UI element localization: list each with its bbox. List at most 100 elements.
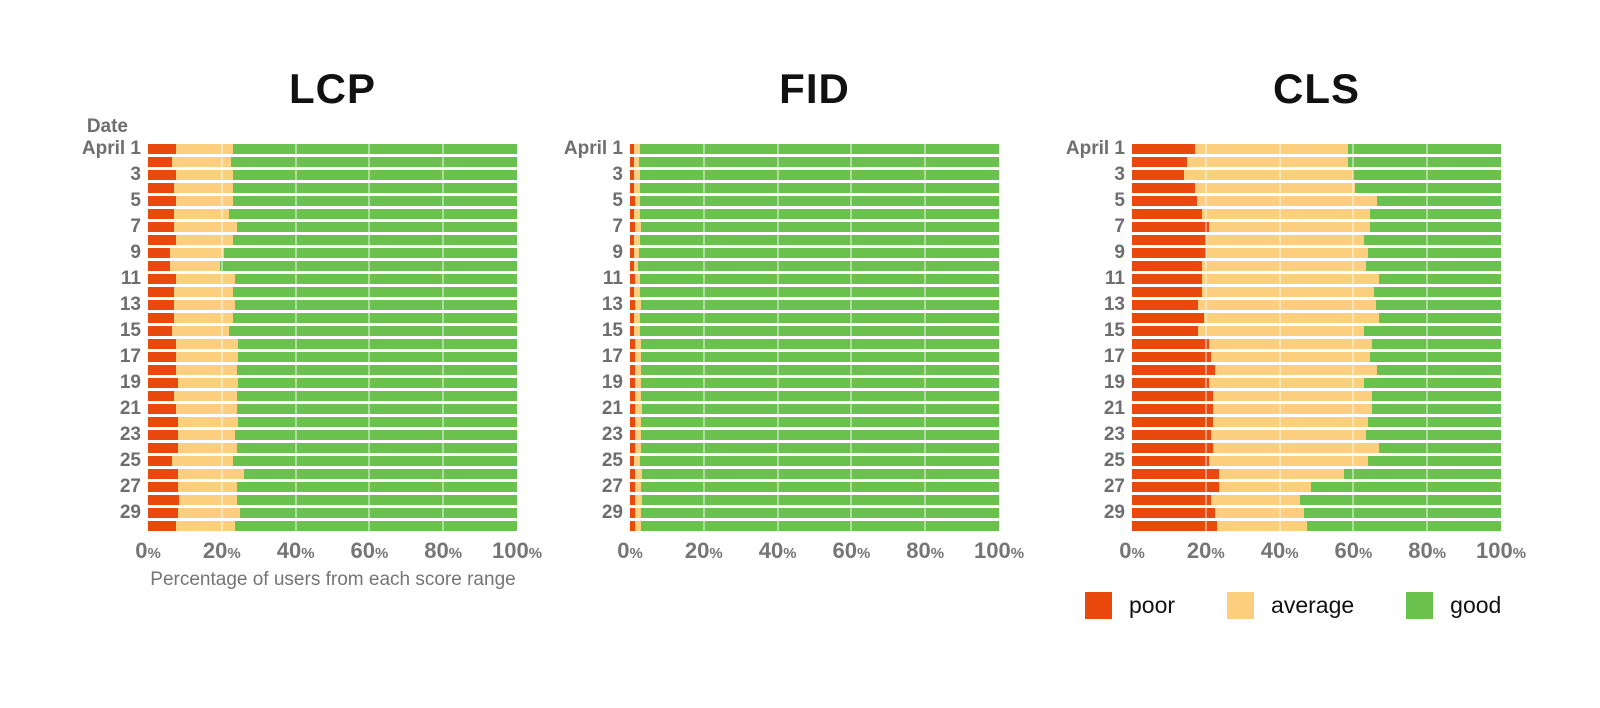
bar-lane	[630, 350, 999, 363]
bar-row: April 1	[1004, 139, 1501, 158]
bar-segment-poor	[1132, 455, 1210, 466]
bar-row	[1004, 519, 1501, 532]
bar-segment-poor	[1132, 403, 1214, 414]
bar-row	[502, 389, 999, 402]
fid-x-axis: 0% 20% 40% 60% 80% 100%	[617, 532, 1024, 566]
y-axis-tick-label: 27	[601, 476, 623, 497]
cls-bars: April 1 3 5 7 9 11 13 15 17 19 21 23 25 27 29	[1004, 139, 1501, 532]
y-axis-tick-label	[502, 233, 630, 246]
bar-segment-poor	[1132, 169, 1184, 180]
bar-segment-good	[219, 260, 517, 271]
stacked-bar	[1132, 403, 1501, 414]
bar-segment-poor	[630, 156, 635, 167]
bar-segment-good	[231, 156, 517, 167]
bar-lane	[630, 428, 999, 441]
lcp-bars: April 1 3 5 7 9 11 13 15 17 19 21 23 25 27 29	[20, 139, 517, 532]
bar-segment-good	[232, 234, 517, 245]
y-axis-tick-label	[1004, 233, 1132, 246]
bar-lane	[630, 506, 999, 519]
average-swatch-icon	[1227, 592, 1255, 619]
stacked-bar	[630, 247, 999, 258]
bar-segment-good	[639, 182, 999, 193]
bar-lane	[630, 298, 999, 311]
stacked-bar	[630, 169, 999, 180]
bar-segment-poor	[148, 520, 176, 531]
stacked-bar	[630, 507, 999, 518]
bar-segment-good	[243, 468, 517, 479]
y-axis-tick-label: 19	[601, 372, 623, 393]
y-axis-tick-label: 15	[601, 320, 623, 341]
bar-lane	[148, 298, 517, 311]
bar-segment-poor	[630, 195, 635, 206]
bar-segment-average	[175, 195, 233, 206]
chart-title-fid: FID	[779, 65, 850, 112]
bar-segment-average	[175, 403, 237, 414]
stacked-bar	[1132, 247, 1501, 258]
bar-segment-good	[236, 481, 517, 492]
y-axis-tick-label: April 1	[563, 138, 623, 159]
bar-row	[20, 207, 517, 220]
bar-lane	[630, 363, 999, 376]
bar-lane	[148, 506, 517, 519]
bar-lane	[630, 402, 999, 415]
bar-segment-poor	[148, 312, 174, 323]
stacked-bar	[148, 338, 517, 349]
bar-segment-average	[635, 377, 642, 388]
bar-segment-good	[639, 234, 999, 245]
bar-segment-poor	[148, 468, 178, 479]
bar-segment-poor	[1132, 260, 1203, 271]
bar-lane	[148, 389, 517, 402]
bar-row	[1004, 389, 1501, 402]
bar-row: 23	[502, 425, 999, 444]
bar-row: 17	[1004, 347, 1501, 366]
bar-segment-average	[177, 481, 237, 492]
y-axis-tick-label: 19	[1103, 372, 1125, 393]
stacked-bar	[1132, 260, 1501, 271]
stacked-bar	[1132, 312, 1501, 323]
bar-lane	[630, 220, 999, 233]
bar-row: 15	[502, 320, 999, 341]
stacked-bar	[148, 234, 517, 245]
stacked-bar	[148, 390, 517, 401]
y-axis-tick-label: 27	[1103, 476, 1125, 497]
bar-segment-average	[1183, 169, 1354, 180]
stacked-bar	[630, 338, 999, 349]
bar-lane	[148, 207, 517, 220]
bar-row	[502, 363, 999, 376]
bar-segment-average	[179, 494, 237, 505]
bar-segment-average	[1209, 221, 1370, 232]
stacked-bar	[148, 520, 517, 531]
bar-segment-good	[236, 221, 517, 232]
bar-segment-average	[1202, 208, 1370, 219]
bar-row	[502, 467, 999, 480]
stacked-bar	[630, 494, 999, 505]
bar-lane	[630, 155, 999, 168]
x-axis-tick-label: 0%	[617, 538, 643, 563]
y-axis-tick-label: 3	[130, 164, 141, 185]
bar-segment-poor	[148, 442, 178, 453]
bar-segment-average	[175, 351, 239, 362]
bar-lane	[630, 311, 999, 324]
stacked-bar	[148, 468, 517, 479]
bar-lane	[1132, 389, 1501, 402]
bar-segment-average	[177, 507, 241, 518]
bar-lane	[1132, 467, 1501, 480]
bar-segment-poor	[1132, 208, 1203, 219]
bar-segment-poor	[630, 494, 636, 505]
stacked-bar	[630, 260, 999, 271]
stacked-bar	[630, 221, 999, 232]
bar-row: 11	[502, 269, 999, 288]
bar-segment-average	[635, 507, 642, 518]
bar-segment-poor	[148, 286, 174, 297]
bar-segment-poor	[148, 351, 176, 362]
bar-segment-average	[1215, 364, 1378, 375]
bar-lane	[1132, 207, 1501, 220]
bar-segment-poor	[148, 208, 174, 219]
stacked-bar	[630, 442, 999, 453]
bar-segment-good	[639, 312, 999, 323]
bar-segment-good	[638, 247, 999, 258]
bar-segment-average	[634, 273, 641, 284]
bar-segment-good	[236, 364, 517, 375]
bar-row	[20, 337, 517, 350]
bar-lane	[630, 480, 999, 493]
